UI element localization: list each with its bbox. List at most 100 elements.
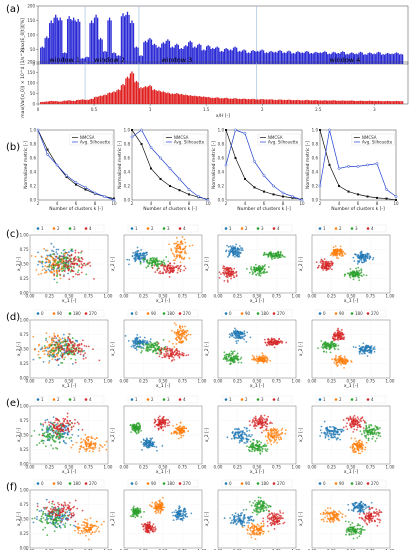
point <box>176 352 179 354</box>
bar <box>397 53 399 64</box>
point <box>324 261 327 263</box>
point <box>358 353 361 355</box>
point <box>142 347 145 350</box>
point <box>270 429 273 432</box>
point <box>319 261 322 264</box>
point <box>261 359 264 362</box>
bar <box>259 50 262 64</box>
bar <box>298 52 301 64</box>
bar <box>310 52 313 64</box>
point <box>266 423 269 426</box>
point <box>87 439 90 442</box>
point <box>140 429 142 432</box>
bar <box>141 88 144 104</box>
point <box>360 269 363 272</box>
point <box>40 255 43 258</box>
bar <box>342 51 344 64</box>
legend-marker <box>240 312 244 315</box>
point <box>228 336 231 338</box>
bar <box>249 53 251 64</box>
point <box>132 344 135 347</box>
point <box>61 354 64 357</box>
point <box>54 356 57 358</box>
point <box>82 355 85 358</box>
x-tick-label: 8 <box>376 201 379 206</box>
point <box>176 271 179 274</box>
point <box>160 348 163 351</box>
point <box>63 270 66 273</box>
point <box>42 361 45 363</box>
point <box>55 262 58 265</box>
bar <box>262 50 265 64</box>
point <box>343 273 346 276</box>
point <box>45 332 48 335</box>
point <box>66 338 69 341</box>
bar <box>253 50 256 64</box>
point <box>167 260 170 263</box>
point <box>76 344 79 347</box>
point <box>176 247 179 250</box>
point <box>334 359 337 362</box>
point <box>230 268 233 270</box>
point <box>246 438 248 441</box>
point <box>54 335 57 338</box>
point <box>71 422 74 425</box>
point <box>57 348 60 351</box>
point <box>64 340 67 343</box>
point <box>71 337 74 339</box>
point <box>237 427 240 430</box>
bar <box>155 44 157 64</box>
bar <box>385 101 387 104</box>
point <box>140 347 143 350</box>
point <box>74 273 77 275</box>
point <box>141 340 144 343</box>
bar <box>371 54 374 64</box>
point <box>87 345 90 348</box>
point <box>169 262 172 265</box>
point <box>334 348 336 351</box>
bar <box>56 17 58 64</box>
point <box>80 256 83 259</box>
point <box>164 271 167 274</box>
y-tick-label: 0.0 <box>218 197 225 202</box>
bar <box>221 98 223 104</box>
point <box>158 267 160 270</box>
point <box>249 336 252 339</box>
point <box>259 449 262 452</box>
point <box>355 273 358 276</box>
point <box>236 437 239 439</box>
point <box>130 345 133 348</box>
point <box>269 359 272 362</box>
point <box>226 244 228 247</box>
point <box>269 440 272 443</box>
point <box>127 340 130 342</box>
bar <box>277 50 280 64</box>
bar <box>59 101 61 104</box>
bar <box>65 100 67 104</box>
point <box>261 268 264 271</box>
point <box>176 250 179 253</box>
x-tick-label: 0.50 <box>253 379 262 384</box>
legend-label: 180 <box>167 311 175 316</box>
bar <box>240 51 242 64</box>
data-point <box>197 195 200 198</box>
x-tick-label: 0.25 <box>139 294 148 299</box>
legend-marker <box>162 398 166 401</box>
point <box>72 350 75 352</box>
point <box>50 344 53 347</box>
point <box>39 356 42 359</box>
point <box>364 255 367 258</box>
bar <box>168 93 171 104</box>
point <box>261 352 264 355</box>
point <box>244 442 247 444</box>
scatter-panels: 1 2 3 40.00 0.25 0.50 0.75 1.000.000.250.500.75… <box>16 224 395 550</box>
bar <box>198 96 200 104</box>
point <box>354 346 357 349</box>
point <box>175 423 178 426</box>
data-point <box>46 148 49 151</box>
data-point <box>337 167 341 170</box>
point <box>271 422 273 425</box>
bar <box>105 51 108 64</box>
bar <box>325 52 328 64</box>
legend-marker <box>68 398 72 401</box>
